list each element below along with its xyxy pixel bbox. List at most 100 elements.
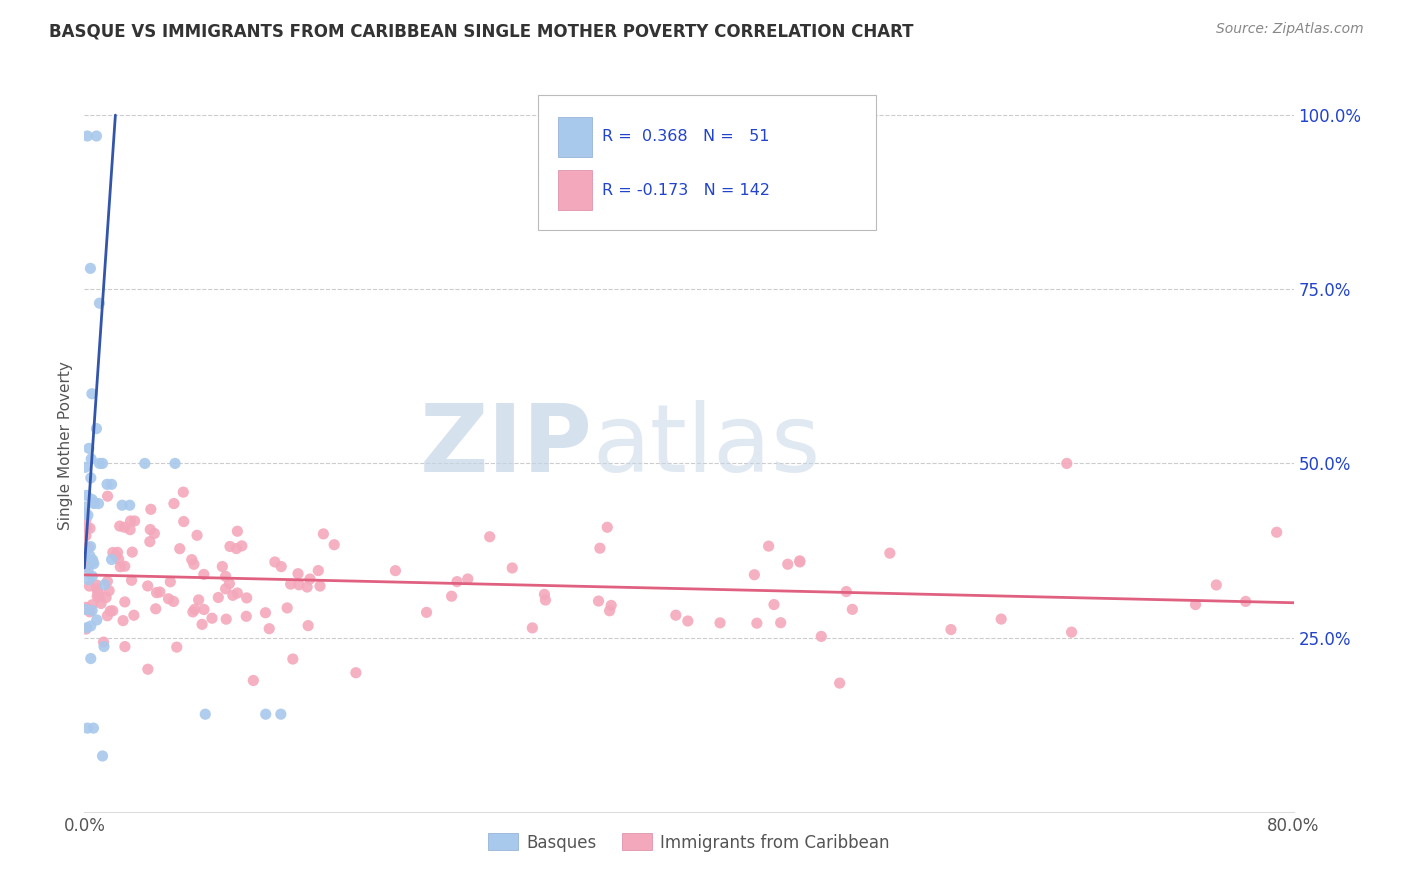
Point xyxy=(307,564,329,578)
Point xyxy=(183,602,205,616)
Point xyxy=(120,514,142,528)
Point xyxy=(75,540,97,554)
Point xyxy=(96,574,118,589)
Point xyxy=(86,582,108,596)
Point xyxy=(87,590,110,604)
Point xyxy=(80,452,103,467)
Point xyxy=(86,613,108,627)
Point xyxy=(676,614,699,628)
Point xyxy=(101,604,124,618)
Point xyxy=(478,530,501,544)
Point xyxy=(181,605,204,619)
Point xyxy=(165,457,187,471)
Point xyxy=(108,519,131,533)
Legend: Basques, Immigrants from Caribbean: Basques, Immigrants from Caribbean xyxy=(482,827,896,858)
Point xyxy=(344,665,367,680)
Point xyxy=(77,562,100,576)
Point xyxy=(82,569,104,583)
Point xyxy=(82,553,104,567)
Point xyxy=(91,457,114,471)
Point xyxy=(235,609,257,624)
Point xyxy=(79,521,101,535)
Point xyxy=(121,545,143,559)
Point xyxy=(201,611,224,625)
Point xyxy=(80,386,103,401)
Point xyxy=(77,573,100,587)
Point xyxy=(80,492,103,507)
Text: atlas: atlas xyxy=(592,400,821,492)
Point xyxy=(163,497,186,511)
Point xyxy=(107,552,129,566)
Point xyxy=(287,566,309,581)
Point xyxy=(80,651,103,665)
Point xyxy=(75,549,97,564)
Point xyxy=(191,617,214,632)
Point xyxy=(270,707,292,722)
Point xyxy=(75,460,97,475)
Point xyxy=(254,707,277,722)
Point xyxy=(312,527,335,541)
Point xyxy=(76,521,98,535)
Point xyxy=(254,606,277,620)
Point xyxy=(112,520,135,534)
Point xyxy=(87,585,110,599)
Point xyxy=(94,591,117,605)
Point xyxy=(879,546,901,560)
Point xyxy=(101,545,124,559)
Text: R = -0.173   N = 142: R = -0.173 N = 142 xyxy=(602,183,770,198)
Point xyxy=(100,552,122,566)
Point xyxy=(384,564,406,578)
Point xyxy=(97,489,120,503)
Point xyxy=(1234,594,1257,608)
Point xyxy=(80,619,103,633)
Point xyxy=(596,520,619,534)
Point xyxy=(86,421,108,435)
Point xyxy=(242,673,264,688)
Text: BASQUE VS IMMIGRANTS FROM CARIBBEAN SINGLE MOTHER POVERTY CORRELATION CHART: BASQUE VS IMMIGRANTS FROM CARIBBEAN SING… xyxy=(49,22,914,40)
Point xyxy=(810,629,832,643)
Point xyxy=(173,515,195,529)
Point xyxy=(76,508,98,523)
Point xyxy=(990,612,1012,626)
Point xyxy=(96,477,118,491)
Point xyxy=(145,585,167,599)
Point xyxy=(534,593,557,607)
Point xyxy=(1205,578,1227,592)
Point xyxy=(172,485,194,500)
Point xyxy=(1060,625,1083,640)
Point xyxy=(157,591,180,606)
Point xyxy=(1265,525,1288,540)
Point xyxy=(194,707,217,722)
Point xyxy=(98,604,121,618)
Y-axis label: Single Mother Poverty: Single Mother Poverty xyxy=(58,361,73,531)
Point xyxy=(83,557,105,571)
Point xyxy=(139,523,162,537)
Point xyxy=(139,502,162,516)
Point xyxy=(90,596,112,610)
Point xyxy=(80,471,103,485)
Point xyxy=(87,497,110,511)
Point xyxy=(776,558,799,572)
Point xyxy=(145,602,167,616)
Point xyxy=(86,128,108,143)
Point xyxy=(599,604,621,618)
Point xyxy=(215,612,238,626)
Point xyxy=(136,662,159,676)
FancyBboxPatch shape xyxy=(558,170,592,211)
Point xyxy=(76,128,98,143)
Point xyxy=(600,599,623,613)
Point xyxy=(665,608,688,623)
Point xyxy=(828,676,851,690)
Point xyxy=(218,576,240,591)
Point xyxy=(841,602,863,616)
Point xyxy=(501,561,523,575)
Point xyxy=(139,534,162,549)
Point xyxy=(100,477,122,491)
Point xyxy=(457,572,479,586)
Point xyxy=(1184,598,1206,612)
Point xyxy=(110,559,132,574)
Point xyxy=(114,595,136,609)
Point xyxy=(75,600,97,615)
Point xyxy=(309,579,332,593)
Point xyxy=(211,559,233,574)
